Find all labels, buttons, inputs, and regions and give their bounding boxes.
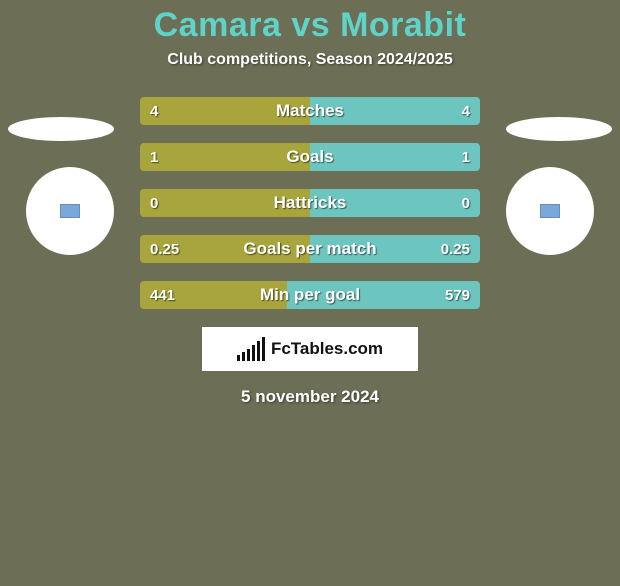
flag-icon <box>540 204 560 218</box>
stat-value-left: 441 <box>150 281 175 309</box>
comparison-stage: 4 4 Matches 1 1 Goals 0 0 Hattricks 0.25 0.25 Goals… <box>0 97 620 407</box>
logo-text: FcTables.com <box>271 339 383 359</box>
page-title: Camara vs Morabit <box>0 6 620 45</box>
stat-value-right: 0.25 <box>441 235 470 263</box>
stat-value-right: 579 <box>445 281 470 309</box>
footer-date: 5 november 2024 <box>0 387 620 407</box>
stat-value-left: 0.25 <box>150 235 179 263</box>
stat-label: Goals <box>286 143 333 171</box>
stat-value-left: 4 <box>150 97 158 125</box>
stat-row: 441 579 Min per goal <box>140 281 480 309</box>
stat-value-left: 0 <box>150 189 158 217</box>
stat-row: 0 0 Hattricks <box>140 189 480 217</box>
stat-bar-right <box>310 143 480 171</box>
stat-value-left: 1 <box>150 143 158 171</box>
stat-value-right: 0 <box>462 189 470 217</box>
stat-row: 0.25 0.25 Goals per match <box>140 235 480 263</box>
fctables-logo: FcTables.com <box>202 327 418 371</box>
stat-label: Matches <box>276 97 344 125</box>
stat-label: Min per goal <box>260 281 360 309</box>
flag-icon <box>60 204 80 218</box>
stat-label: Hattricks <box>274 189 347 217</box>
player-left-avatar-circle <box>26 167 114 255</box>
stat-row: 4 4 Matches <box>140 97 480 125</box>
subtitle: Club competitions, Season 2024/2025 <box>0 51 620 69</box>
stat-value-right: 1 <box>462 143 470 171</box>
player-right-name-ellipse <box>506 117 612 141</box>
stat-bars: 4 4 Matches 1 1 Goals 0 0 Hattricks 0.25 0.25 Goals… <box>140 97 480 309</box>
player-right-avatar-circle <box>506 167 594 255</box>
logo-bars-icon <box>237 337 265 361</box>
stat-value-right: 4 <box>462 97 470 125</box>
stat-bar-left <box>140 143 310 171</box>
player-left-name-ellipse <box>8 117 114 141</box>
stat-label: Goals per match <box>243 235 376 263</box>
stat-row: 1 1 Goals <box>140 143 480 171</box>
